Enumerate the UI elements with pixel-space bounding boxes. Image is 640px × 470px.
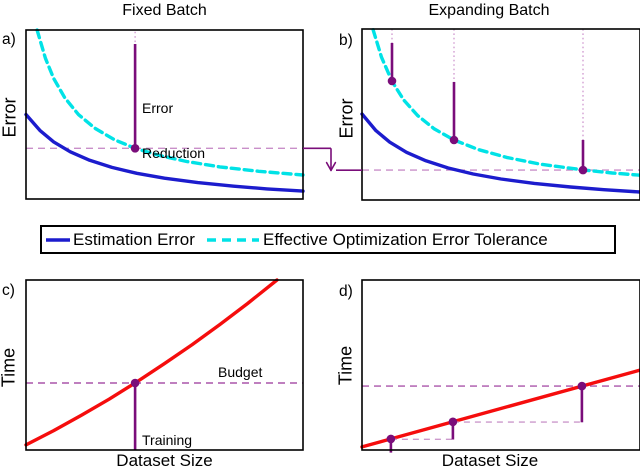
panel-b-letter: b)	[339, 32, 353, 49]
panel-b-estimation-error-curve	[360, 112, 640, 194]
training-time-line1: Training	[142, 432, 193, 448]
panel-c-frame	[25, 279, 304, 451]
panel-d-marker-3	[577, 381, 587, 391]
arrowhead-left-icon	[325, 161, 332, 172]
panel-a-letter: a)	[2, 31, 16, 48]
panel-b-marker-3	[578, 165, 588, 175]
panel-b-marker-2	[449, 135, 459, 145]
panel-d-frame	[361, 279, 640, 451]
panel-d-training-time-curve	[360, 368, 640, 449]
panel-d-xlabel: Dataset Size	[441, 451, 539, 470]
panel-d-marker-1	[386, 434, 396, 444]
panel-b-frame	[361, 28, 640, 201]
panel-d-marker-2	[448, 417, 458, 427]
error-reduction-annotation: Error Reduction	[142, 71, 205, 191]
panel-b-marker-1	[387, 76, 397, 86]
training-time-annotation: Training Time	[142, 403, 192, 470]
panel-b-ylabel: Error	[336, 98, 357, 139]
panel-c-xlabel: Dataset Size	[116, 451, 213, 470]
error-reduction-line1: Error	[142, 100, 174, 116]
legend-label-tolerance: Effective Optimization Error Tolerance	[263, 230, 548, 249]
legend-label-estimation-error: Estimation Error	[73, 230, 195, 249]
budget-annotation: Budget	[218, 364, 263, 380]
panel-a-estimation-error-curve	[24, 112, 305, 193]
panel-c-marker-1	[130, 378, 140, 388]
panel-a-title: Fixed Batch	[122, 2, 207, 19]
panel-a-tolerance-curve	[35, 28, 305, 177]
panel-d-ylabel: Time	[335, 345, 356, 386]
panel-d-letter: d)	[339, 283, 353, 300]
panel-a-marker-1	[130, 144, 140, 153]
panel-a-ylabel: Error	[0, 97, 20, 138]
error-reduction-line2: Reduction	[142, 145, 206, 161]
panel-b-title: Expanding Batch	[428, 2, 550, 19]
panel-c-letter: c)	[2, 282, 15, 299]
legend-box	[40, 225, 616, 254]
arrowhead-right-icon	[330, 161, 337, 172]
panel-a-frame	[25, 29, 304, 200]
panel-c-ylabel: Time	[0, 347, 19, 388]
panel-c-training-time-curve	[24, 278, 279, 447]
